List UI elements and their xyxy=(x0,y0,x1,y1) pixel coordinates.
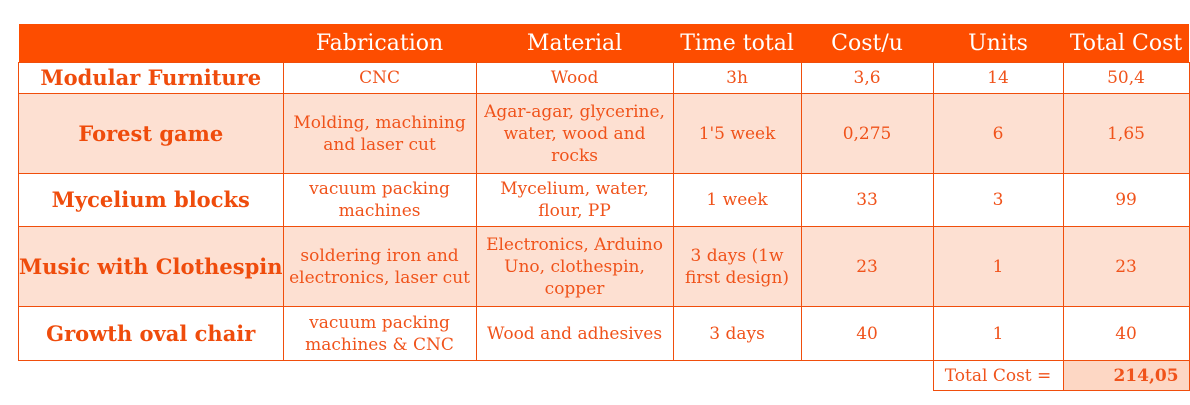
row-fabrication: Molding, machining and laser cut xyxy=(282,93,477,174)
row-material: Electronics, Arduino Uno, clothespin, co… xyxy=(475,226,674,307)
row-name: Growth oval chair xyxy=(18,306,284,361)
header-fabrication: Fabrication xyxy=(283,24,477,63)
row-cost-per-unit: 23 xyxy=(800,226,934,307)
row-time: 3h xyxy=(672,62,802,94)
row-time: 1 week xyxy=(672,173,802,227)
row-material: Wood and adhesives xyxy=(475,306,674,361)
total-cost-value: 214,05 xyxy=(1062,360,1190,391)
row-cost-per-unit: 33 xyxy=(800,173,934,227)
row-total: 1,65 xyxy=(1062,93,1190,174)
row-cost-per-unit: 0,275 xyxy=(800,93,934,174)
row-fabrication: vacuum packing machines & CNC xyxy=(282,306,477,361)
table-row: Growth oval chair vacuum packing machine… xyxy=(18,306,1190,361)
row-name: Forest game xyxy=(18,93,284,174)
row-material: Wood xyxy=(475,62,674,94)
table-row: Mycelium blocks vacuum packing machines … xyxy=(18,173,1190,227)
row-units: 14 xyxy=(932,62,1064,94)
header-row: Fabrication Material Time total Cost/u U… xyxy=(18,24,1190,63)
header-total-cost: Total Cost xyxy=(1063,24,1190,63)
header-time-total: Time total xyxy=(673,24,802,63)
row-total: 99 xyxy=(1062,173,1190,227)
row-fabrication: vacuum packing machines xyxy=(282,173,477,227)
header-cost-per-unit: Cost/u xyxy=(801,24,934,63)
row-cost-per-unit: 40 xyxy=(800,306,934,361)
row-material: Agar-agar, glycerine, water, wood and ro… xyxy=(475,93,674,174)
total-row: Total Cost = 214,05 xyxy=(19,360,1190,391)
table-row: Music with Clothespin soldering iron and… xyxy=(18,226,1190,307)
header-cell-blank xyxy=(18,24,284,63)
row-fabrication: soldering iron and electronics, laser cu… xyxy=(282,226,477,307)
row-total: 50,4 xyxy=(1062,62,1190,94)
row-time: 3 days (1w first design) xyxy=(672,226,802,307)
row-total: 40 xyxy=(1062,306,1190,361)
row-units: 3 xyxy=(932,173,1064,227)
footer-spacer xyxy=(19,361,934,391)
cost-table: Fabrication Material Time total Cost/u U… xyxy=(18,24,1190,391)
header-units: Units xyxy=(933,24,1064,63)
row-units: 6 xyxy=(932,93,1064,174)
table-row: Modular Furniture CNC Wood 3h 3,6 14 50,… xyxy=(18,62,1190,94)
row-units: 1 xyxy=(932,306,1064,361)
row-material: Mycelium, water, flour, PP xyxy=(475,173,674,227)
row-name: Mycelium blocks xyxy=(18,173,284,227)
row-name: Music with Clothespin xyxy=(18,226,284,307)
total-cost-label: Total Cost = xyxy=(932,360,1064,391)
row-total: 23 xyxy=(1062,226,1190,307)
row-fabrication: CNC xyxy=(282,62,477,94)
header-material: Material xyxy=(476,24,674,63)
table-row: Forest game Molding, machining and laser… xyxy=(18,93,1190,174)
row-time: 1'5 week xyxy=(672,93,802,174)
row-name: Modular Furniture xyxy=(18,62,284,94)
row-time: 3 days xyxy=(672,306,802,361)
row-cost-per-unit: 3,6 xyxy=(800,62,934,94)
row-units: 1 xyxy=(932,226,1064,307)
